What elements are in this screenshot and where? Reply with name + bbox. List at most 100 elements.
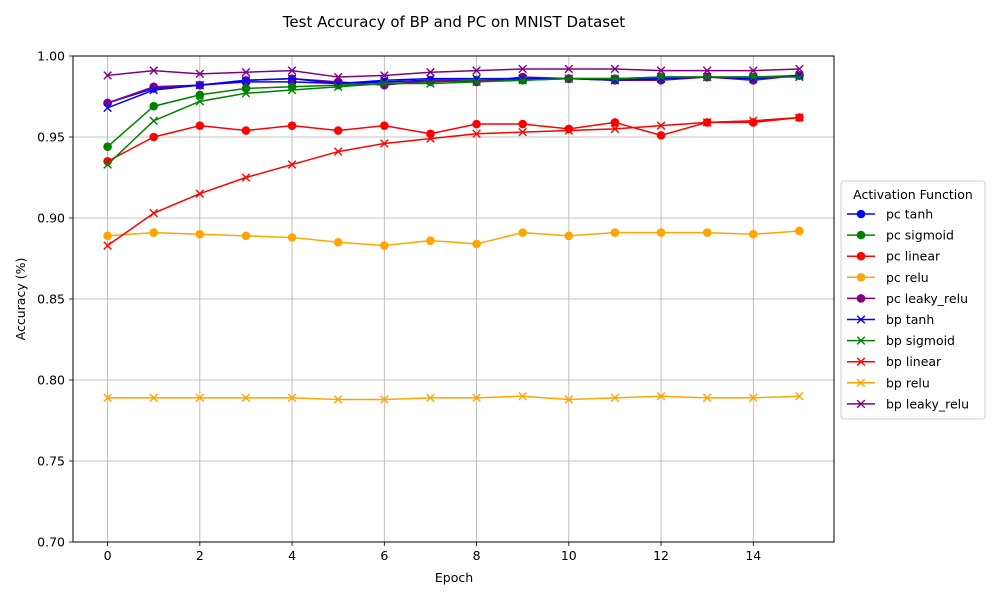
data-point-bp-sigmoid [149, 116, 159, 126]
series-bp-linear [103, 113, 804, 250]
series-bp-leaky-relu [103, 64, 804, 82]
data-point-bp-relu [287, 393, 297, 403]
series-line-bp-linear [107, 116, 800, 247]
legend-frame [840, 180, 986, 420]
data-point-bp-relu [656, 391, 666, 401]
data-point-bp-relu [333, 395, 343, 404]
data-point-pc-relu [472, 239, 481, 249]
legend-marker [856, 294, 866, 303]
data-point-pc-linear [656, 131, 666, 140]
data-point-bp-sigmoid [795, 72, 804, 82]
data-point-bp-relu [380, 395, 389, 404]
legend-label: bp tanh [886, 312, 934, 327]
data-point-bp-leaky-relu [287, 66, 297, 75]
data-point-bp-linear [702, 118, 712, 127]
data-point-pc-linear [195, 121, 205, 130]
y-axis-label: Accuracy (%) [13, 258, 28, 341]
data-point-pc-sigmoid [195, 90, 205, 100]
data-point-pc-relu [656, 228, 666, 237]
data-point-pc-linear [380, 121, 389, 130]
data-point-bp-tanh [610, 76, 620, 85]
data-point-bp-relu [795, 391, 804, 401]
x-tick-label: 8 [473, 548, 481, 563]
data-point-bp-relu [103, 393, 112, 403]
x-axis-label: Epoch [435, 570, 473, 585]
data-point-bp-tanh [195, 80, 205, 90]
series-line-pc-linear [107, 116, 800, 162]
x-tick-label: 12 [653, 548, 669, 563]
data-point-bp-leaky-relu [518, 64, 527, 74]
data-point-bp-sigmoid [518, 76, 527, 85]
x-tick-label: 4 [288, 548, 296, 563]
data-point-bp-sigmoid [195, 97, 205, 106]
data-point-bp-linear [472, 129, 481, 139]
data-point-bp-tanh [748, 74, 758, 83]
series-layer [103, 64, 804, 404]
data-point-pc-relu [748, 229, 758, 239]
data-point-pc-linear [472, 119, 481, 129]
data-point-bp-linear [795, 113, 804, 122]
data-point-bp-relu [564, 395, 574, 404]
series-line-bp-relu [107, 395, 800, 401]
legend-item: bp leaky_relu [847, 396, 969, 411]
legend-label: bp sigmoid [886, 333, 955, 348]
data-point-bp-relu [149, 393, 159, 403]
data-point-bp-sigmoid [472, 77, 481, 87]
data-point-pc-linear [564, 124, 574, 134]
legend-marker [856, 336, 866, 345]
legend-label: pc relu [886, 270, 929, 285]
data-point-bp-sigmoid [380, 79, 389, 88]
data-point-bp-sigmoid [564, 74, 574, 83]
data-point-pc-sigmoid [103, 142, 112, 152]
data-point-bp-linear [333, 147, 343, 156]
data-point-bp-linear [426, 134, 435, 143]
legend-marker [856, 378, 866, 388]
legend-marker [856, 357, 866, 366]
data-point-bp-sigmoid [241, 88, 251, 98]
legend-items: pc tanh pc sigmoid pc linear pc relu pc leak… [847, 207, 969, 411]
data-point-pc-leaky-relu [149, 82, 159, 92]
data-point-bp-linear [656, 121, 666, 130]
data-point-bp-linear [195, 189, 205, 198]
data-point-bp-sigmoid [103, 160, 112, 169]
data-point-bp-relu [472, 393, 481, 403]
legend-marker [856, 209, 866, 219]
data-point-pc-relu [426, 236, 435, 245]
legend-item: bp linear [847, 354, 942, 369]
x-tick-label: 14 [745, 548, 761, 563]
data-point-bp-tanh [518, 74, 527, 83]
legend-item: bp sigmoid [847, 333, 955, 348]
data-point-bp-tanh [241, 76, 251, 85]
data-point-bp-linear [103, 241, 112, 250]
data-point-pc-relu [241, 231, 251, 241]
legend-label: pc leaky_relu [886, 291, 968, 306]
legend-marker [856, 399, 866, 409]
x-axis: 0 2 4 6 8 10 12 14 [104, 542, 761, 563]
legend-label: pc sigmoid [886, 228, 954, 243]
legend-marker [856, 251, 866, 261]
data-point-bp-sigmoid [656, 72, 666, 82]
data-point-pc-relu [149, 228, 159, 237]
legend-label: bp linear [886, 354, 942, 369]
data-point-pc-leaky-relu [333, 77, 343, 87]
legend-marker [856, 273, 866, 282]
legend-label: pc tanh [886, 207, 933, 222]
y-tick-label: 0.95 [37, 130, 65, 145]
x-tick-label: 6 [380, 548, 388, 563]
data-point-bp-relu [518, 391, 527, 401]
series-bp-relu [103, 391, 804, 404]
data-point-pc-relu [795, 226, 804, 236]
data-point-bp-relu [195, 393, 205, 403]
series-line-bp-sigmoid [107, 76, 800, 166]
x-tick-label: 0 [104, 548, 112, 563]
data-point-pc-sigmoid [287, 82, 297, 92]
legend-item: bp tanh [847, 312, 934, 327]
legend-item: pc leaky_relu [847, 291, 968, 306]
data-point-pc-linear [518, 119, 527, 129]
data-point-pc-relu [287, 233, 297, 242]
data-point-bp-sigmoid [426, 79, 435, 88]
series-bp-sigmoid [103, 72, 804, 169]
data-point-pc-relu [195, 229, 205, 239]
